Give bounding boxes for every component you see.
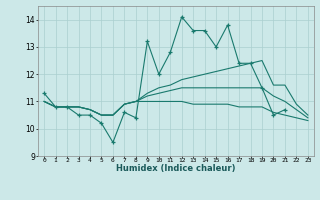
X-axis label: Humidex (Indice chaleur): Humidex (Indice chaleur) (116, 164, 236, 173)
